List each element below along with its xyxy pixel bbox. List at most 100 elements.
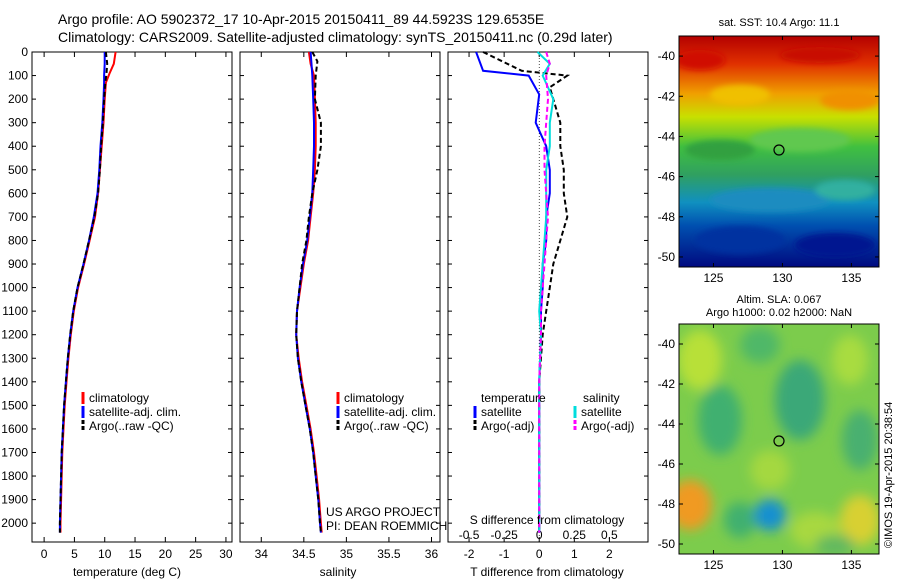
y-tick-label: 800 <box>8 233 28 247</box>
sst-map-frame <box>678 35 880 268</box>
sla-map-ticks: 125 130 135 -40 -42 -44 -46 -48 -50 <box>658 324 879 572</box>
difference-legend: temperature salinity satellite Argo(-adj… <box>473 391 634 433</box>
s-tick-label: -0.5 <box>459 528 480 542</box>
y-tick-label: 1900 <box>1 493 28 507</box>
sst-map-panel: sat. SST: 10.4 Argo: 11.1 125 130 135 -40 -4… <box>658 17 880 285</box>
series-line-argo-raw-qc- <box>295 51 322 533</box>
map-x-tick-label: 130 <box>772 558 792 572</box>
sla-map-panel: Altim. SLA: 0.067 Argo h1000: 0.02 h2000… <box>658 294 880 572</box>
legend-label-t-argo: Argo(-adj) <box>481 419 534 433</box>
series-line-satellite-adj-clim- <box>58 52 106 533</box>
project-annotation: US ARGO PROJECT <box>326 505 441 519</box>
difference-axes-frame <box>447 51 649 543</box>
y-tick-label: 2000 <box>1 516 28 530</box>
x-tick-label: 2 <box>606 547 613 561</box>
map-y-tick-label: -50 <box>658 537 676 551</box>
y-tick-label: 1700 <box>1 445 28 459</box>
x-tick-label: 15 <box>128 547 142 561</box>
legend-label-argo: Argo(..raw -QC) <box>89 419 174 433</box>
legend-label-satellite: satellite-adj. clim. <box>344 405 436 419</box>
x-tick-label: 34 <box>255 547 269 561</box>
t-difference-ticks: -2 -1 0 1 2 <box>448 51 648 561</box>
y-tick-label: 300 <box>8 116 28 130</box>
legend-label-climatology: climatology <box>89 391 149 405</box>
sla-map-title-1: Altim. SLA: 0.067 <box>737 294 822 306</box>
legend-label-t-satellite: satellite <box>481 405 522 419</box>
series-line-argo-raw-qc- <box>58 51 109 533</box>
map-y-tick-label: -46 <box>658 457 676 471</box>
s-difference-xlabel: S difference from climatology <box>470 513 625 527</box>
x-tick-label: 35 <box>340 547 354 561</box>
y-tick-label: 1600 <box>1 422 28 436</box>
x-tick-label: -2 <box>464 547 475 561</box>
s-tick-label: 0.25 <box>563 528 587 542</box>
y-tick-label: 600 <box>8 186 28 200</box>
y-tick-label: 900 <box>8 257 28 271</box>
map-x-tick-label: 135 <box>841 271 861 285</box>
map-y-tick-label: -48 <box>658 497 676 511</box>
sla-texture <box>679 327 879 554</box>
y-tick-label: 0 <box>21 45 28 59</box>
difference-lines <box>475 51 571 533</box>
map-y-tick-label: -40 <box>658 49 676 63</box>
salinity-xlabel: salinity <box>320 565 357 579</box>
depth-ticks: 0 100 200 300 400 500 600 700 800 900 1000 1100 1200… <box>1 45 28 530</box>
map-y-tick-label: -42 <box>658 89 676 103</box>
sla-heatmap <box>679 324 879 554</box>
series-line-climatology <box>59 51 117 533</box>
pi-annotation: PI: DEAN ROEMMICH <box>326 519 447 533</box>
temperature-legend: climatology satellite-adj. clim. Argo(..… <box>81 391 181 433</box>
temperature-panel: 0100200300400500600700800900100011001200… <box>1 45 233 579</box>
legend-label-s-satellite: satellite <box>581 405 622 419</box>
x-tick-label: 5 <box>71 547 78 561</box>
sla-map-title-2: Argo h1000: 0.02 h2000: NaN <box>706 307 852 319</box>
s-tick-label: 0.5 <box>601 528 618 542</box>
s-tick-label: 0 <box>536 528 543 542</box>
salinity-axes-frame <box>239 51 441 543</box>
t-difference-xlabel: T difference from climatology <box>470 565 624 579</box>
y-tick-label: 1100 <box>2 304 28 318</box>
map-y-tick-label: -50 <box>658 250 676 264</box>
x-tick-label: 0 <box>536 547 543 561</box>
map-y-tick-label: -42 <box>658 377 676 391</box>
map-y-tick-label: -40 <box>658 337 676 351</box>
legend-label-satellite: satellite-adj. clim. <box>89 405 181 419</box>
sst-argo-marker <box>773 144 785 156</box>
map-x-tick-label: 125 <box>703 558 723 572</box>
y-tick-label: 1200 <box>1 328 28 342</box>
legend-title-temperature: temperature <box>481 391 546 405</box>
x-tick-label: 20 <box>159 547 173 561</box>
y-tick-label: 1400 <box>1 375 28 389</box>
legend-label-climatology: climatology <box>344 391 404 405</box>
map-x-tick-label: 135 <box>841 558 861 572</box>
x-tick-label: -1 <box>499 547 510 561</box>
sla-argo-marker <box>773 435 785 447</box>
temperature-ticks: 0 5 10 15 20 25 30 <box>32 51 233 561</box>
salinity-panel: 34 34.5 35 35.5 36 salinity climatology sate… <box>239 51 447 579</box>
salinity-lines <box>295 51 323 533</box>
map-y-tick-label: -46 <box>658 170 676 184</box>
sst-map-title: sat. SST: 10.4 Argo: 11.1 <box>719 17 840 29</box>
legend-title-salinity: salinity <box>583 391 620 405</box>
x-tick-label: 1 <box>571 547 578 561</box>
map-y-tick-label: -44 <box>658 417 676 431</box>
y-tick-label: 1000 <box>1 281 28 295</box>
x-tick-label: 0 <box>41 547 48 561</box>
y-tick-label: 100 <box>8 69 28 83</box>
legend-label-s-argo: Argo(-adj) <box>581 419 634 433</box>
x-tick-label: 34.5 <box>292 547 316 561</box>
x-tick-label: 25 <box>189 547 203 561</box>
map-y-tick-label: -48 <box>658 210 676 224</box>
temperature-lines <box>58 51 117 533</box>
header-line2: Climatology: CARS2009. Satellite-adjuste… <box>58 29 613 45</box>
sla-map-frame <box>678 323 880 555</box>
map-y-tick-label: -44 <box>658 129 676 143</box>
temperature-axes-frame <box>31 51 233 543</box>
salinity-ticks: 34 34.5 35 35.5 36 <box>240 51 440 561</box>
series-line-satellite-adj-clim- <box>295 51 322 533</box>
series-line-salinity-argo-adj- <box>538 51 551 533</box>
temperature-xlabel: temperature (deg C) <box>73 565 181 579</box>
s-difference-ticks: -0.5 -0.25 0 0.25 0.5 <box>459 528 618 542</box>
x-tick-label: 10 <box>98 547 112 561</box>
